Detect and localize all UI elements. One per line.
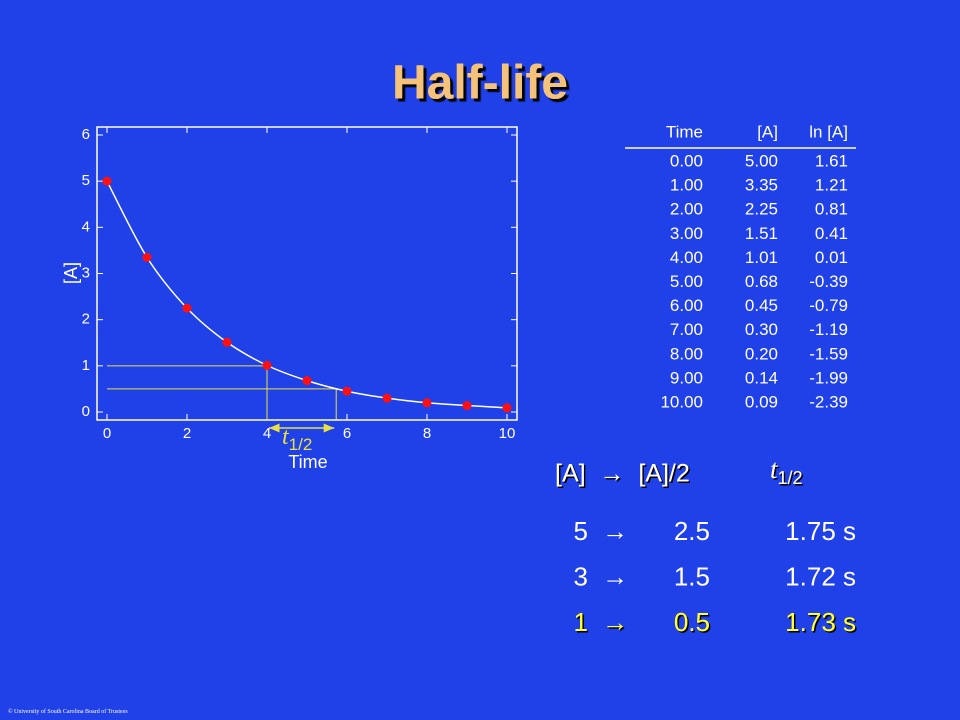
table-cell: -0.39	[809, 272, 848, 291]
y-axis-label: [A]	[61, 262, 81, 284]
slide-title: Half-life	[392, 57, 568, 110]
table-cell: 1.21	[815, 176, 848, 195]
table-cell: -2.39	[809, 392, 848, 411]
table-cell: 5.00	[745, 151, 778, 170]
data-point	[382, 393, 392, 403]
half-life-cell: 0.5	[674, 607, 710, 637]
x-tick-label: 0	[103, 425, 111, 442]
data-point	[342, 386, 352, 396]
half-life-annotation: t1/2	[282, 424, 312, 454]
table-header: [A]	[757, 122, 778, 141]
data-point	[102, 176, 112, 186]
table-cell: 10.00	[660, 392, 703, 411]
data-point	[222, 337, 232, 347]
table-header: ln [A]	[809, 122, 848, 141]
y-tick-label: 2	[82, 311, 90, 328]
table-cell: 0.20	[745, 344, 778, 363]
table-cell: 0.45	[745, 296, 778, 315]
data-point	[502, 403, 512, 413]
y-tick-label: 4	[82, 218, 90, 235]
table-cell: 6.00	[670, 296, 703, 315]
half-life-cell: →	[602, 516, 628, 546]
table-cell: 3.35	[745, 176, 778, 195]
y-tick-label: 5	[82, 172, 90, 189]
table-cell: 1.51	[745, 224, 778, 243]
x-tick-label: 10	[499, 425, 516, 442]
x-tick-label: 8	[423, 425, 431, 442]
table-cell: 1.01	[745, 248, 778, 267]
y-tick-label: 6	[82, 126, 90, 143]
x-tick-label: 4	[263, 425, 271, 442]
table-cell: 0.01	[815, 248, 848, 267]
data-point	[302, 376, 312, 386]
x-tick-label: 2	[183, 425, 191, 442]
table-cell: 1.00	[670, 176, 703, 195]
x-tick-label: 6	[343, 425, 351, 442]
table-cell: 3.00	[670, 224, 703, 243]
symbol: t	[282, 424, 290, 450]
half-life-cell: 1.75 s	[785, 516, 856, 546]
table-cell: 0.41	[815, 224, 848, 243]
data-point	[142, 252, 152, 262]
half-life-cell: 2.5	[674, 516, 710, 546]
half-life-cell: →	[602, 607, 628, 637]
table-cell: 4.00	[670, 248, 703, 267]
half-life-header: [A] → [A]/2	[555, 460, 690, 488]
y-tick-label: 3	[82, 264, 90, 281]
half-life-cell: 1.73 s	[785, 607, 856, 637]
table-cell: 8.00	[670, 344, 703, 363]
half-life-symbol: t1/2	[770, 454, 803, 488]
table-cell: -1.59	[809, 344, 848, 363]
half-life-cell: 1.72 s	[785, 561, 856, 591]
table-header: Time	[666, 122, 703, 141]
half-life-cell: →	[602, 561, 628, 591]
y-tick-label: 1	[82, 357, 90, 374]
x-axis-label: Time	[288, 452, 327, 472]
table-cell: 0.00	[670, 151, 703, 170]
data-point	[422, 398, 432, 408]
subscript: 1/2	[289, 435, 313, 454]
table-cell: 2.00	[670, 200, 703, 219]
half-life-cell: 1.5	[674, 561, 710, 591]
table-cell: 0.81	[815, 200, 848, 219]
table-cell: 0.14	[745, 368, 778, 387]
symbol: t	[770, 454, 779, 484]
table-cell: 5.00	[670, 272, 703, 291]
table-cell: 0.30	[745, 320, 778, 339]
half-life-cell: 3	[574, 561, 588, 591]
table-cell: 2.25	[745, 200, 778, 219]
table-cell: 1.61	[815, 151, 848, 170]
subscript: 1/2	[778, 468, 803, 488]
table-cell: -0.79	[809, 296, 848, 315]
data-point	[462, 401, 472, 411]
table-cell: -1.19	[809, 320, 848, 339]
table-cell: 9.00	[670, 368, 703, 387]
data-point	[262, 360, 272, 370]
half-life-cell: 5	[574, 516, 588, 546]
table-cell: 0.68	[745, 272, 778, 291]
table-cell: -1.99	[809, 368, 848, 387]
table-cell: 0.09	[745, 392, 778, 411]
y-tick-label: 0	[82, 403, 90, 420]
table-cell: 7.00	[670, 320, 703, 339]
half-life-cell: 1	[574, 607, 588, 637]
data-point	[182, 303, 192, 313]
copyright: © University of South Carolina Board of …	[8, 708, 128, 715]
